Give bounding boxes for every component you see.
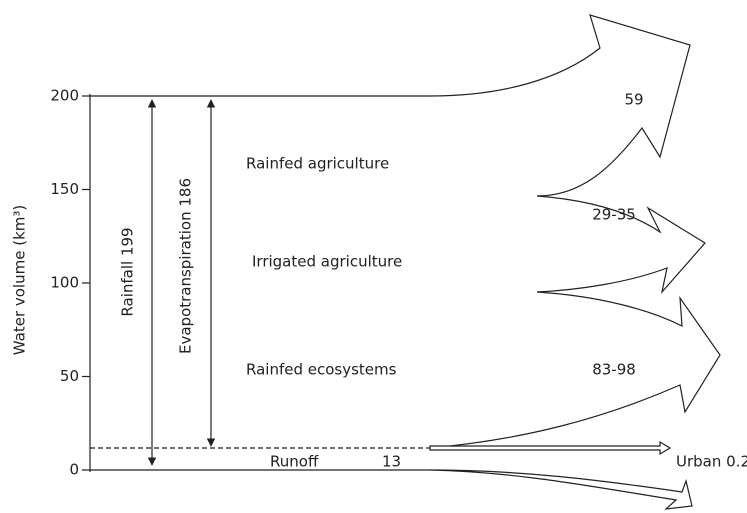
flow-label: Rainfed ecosystems [246, 361, 397, 379]
y-tick-label: 200 [50, 87, 79, 105]
y-tick-label: 150 [50, 180, 79, 198]
axis-label: Water volume (km³) [11, 205, 29, 355]
flow-value: 29-35 [592, 206, 636, 224]
flow-label: Irrigated agriculture [252, 253, 402, 271]
flow-label: Rainfed agriculture [246, 155, 389, 173]
flow-value: 83-98 [592, 361, 636, 379]
flow-label: Runoff [270, 453, 319, 471]
arrow-urban [429, 440, 672, 456]
arrow-runoff [429, 469, 693, 510]
y-tick-label: 50 [60, 367, 79, 385]
arrow-irrigated-agriculture [536, 195, 706, 295]
flow-value: 13 [382, 453, 401, 471]
arrow-rainfed-ecosystems [429, 291, 721, 449]
y-tick-label: 0 [69, 461, 79, 479]
y-tick-label: 100 [50, 274, 79, 292]
rainfall-label: Rainfall 199 [119, 227, 137, 316]
arrow-rainfed-agriculture [429, 14, 691, 197]
flow-value: 59 [624, 91, 643, 109]
evapotranspiration-label: Evapotranspiration 186 [177, 178, 195, 354]
flow-label: Urban 0.2 [676, 453, 747, 471]
